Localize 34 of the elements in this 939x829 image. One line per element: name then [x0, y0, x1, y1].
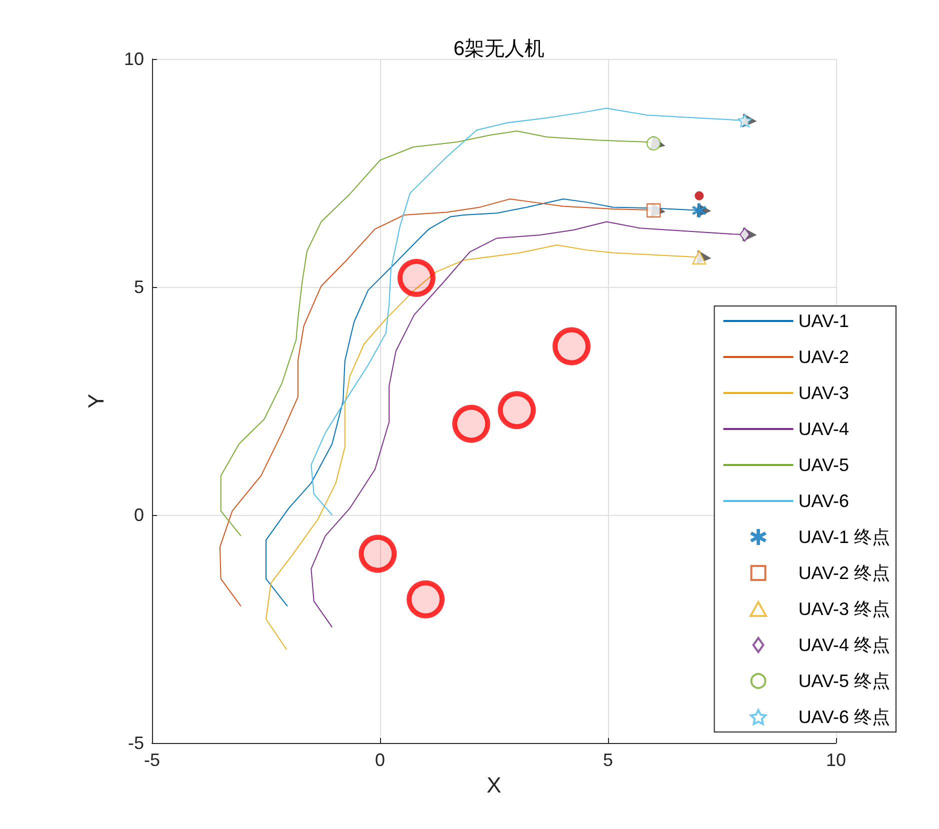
point [646, 136, 661, 150]
legend-label: UAV-3 [798, 383, 849, 403]
legend-label: UAV-6 终点 [798, 707, 890, 727]
x-axis-title: X [486, 772, 502, 798]
point [452, 404, 490, 443]
legend-label: UAV-2 [798, 347, 849, 367]
point [358, 534, 397, 573]
x-tick-label: 0 [374, 750, 386, 770]
legend-label: UAV-3 终点 [798, 599, 890, 619]
x-tick-label: 5 [602, 750, 614, 770]
legend-label: UAV-1 终点 [798, 527, 890, 547]
point [498, 391, 536, 430]
point [738, 114, 752, 128]
y-tick-label: 10 [124, 49, 144, 69]
legend-label: UAV-6 [798, 491, 849, 511]
point [406, 580, 445, 618]
chart-title: 6架无人机 [453, 38, 545, 60]
legend-label: UAV-4 终点 [798, 635, 890, 655]
legend-label: UAV-2 终点 [798, 563, 890, 583]
point [694, 191, 704, 200]
legend-label: UAV-4 [798, 419, 849, 439]
point [692, 250, 706, 264]
y-tick-label: -5 [128, 733, 144, 753]
point [552, 327, 591, 366]
point [646, 203, 661, 218]
legend-label: UAV-5 终点 [798, 671, 890, 691]
x-tick-label: 10 [826, 750, 846, 770]
y-axis-title: Y [84, 393, 108, 408]
y-tick-label: 5 [134, 277, 144, 297]
legend-label: UAV-5 [798, 455, 849, 475]
y-tick-label: 0 [134, 505, 144, 525]
legend-label: UAV-1 [798, 311, 849, 331]
point [398, 258, 436, 297]
point [740, 227, 750, 242]
